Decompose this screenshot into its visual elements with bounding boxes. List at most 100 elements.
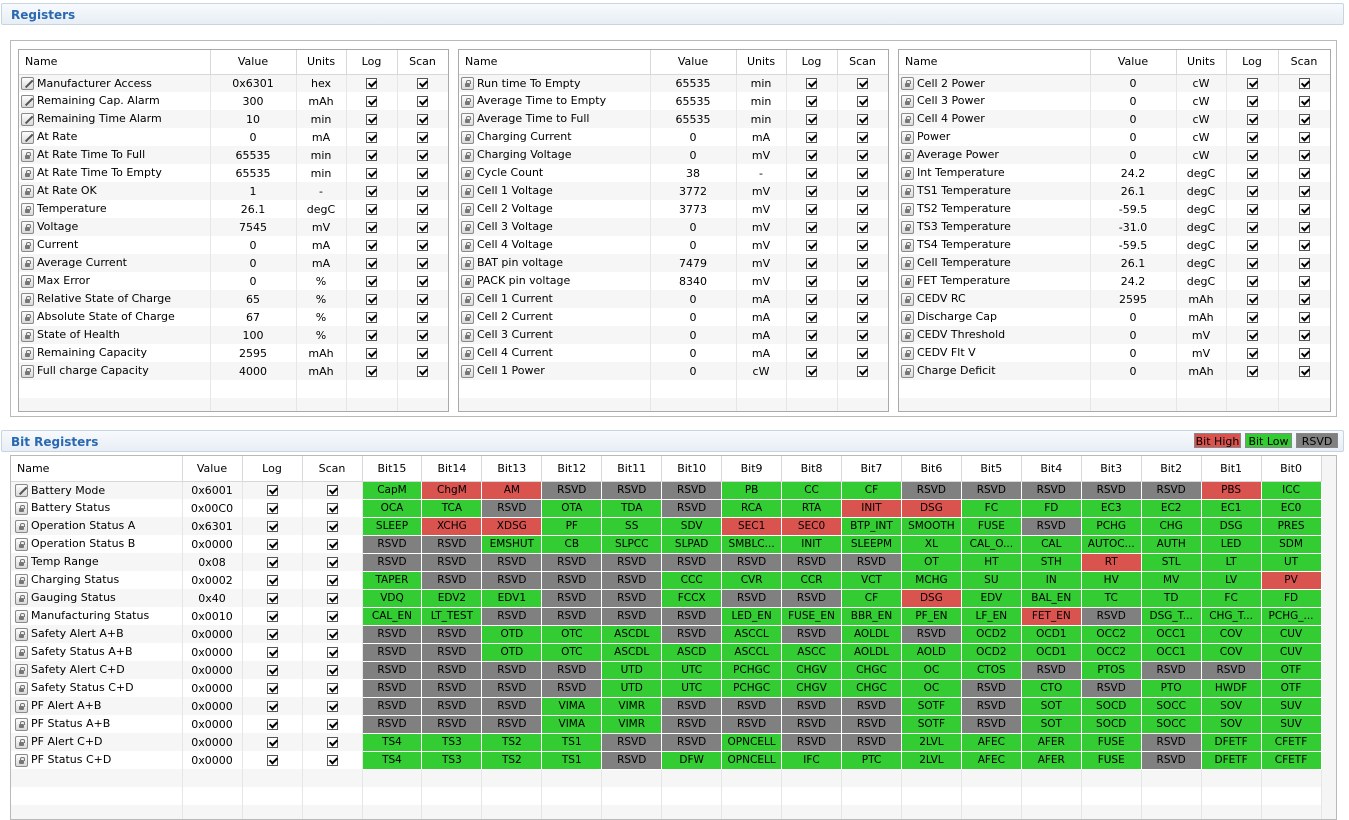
scan-checkbox[interactable]	[417, 222, 428, 233]
log-checkbox[interactable]	[366, 96, 377, 107]
log-checkbox[interactable]	[266, 647, 278, 658]
scan-checkbox[interactable]	[326, 557, 338, 568]
log-checkbox[interactable]	[266, 557, 278, 568]
scan-checkbox[interactable]	[1298, 186, 1310, 197]
log-checkbox[interactable]	[1246, 348, 1258, 359]
log-checkbox[interactable]	[1246, 78, 1258, 90]
scan-checkbox[interactable]	[326, 593, 338, 604]
scan-checkbox[interactable]	[1298, 150, 1310, 161]
scan-checkbox[interactable]	[857, 168, 868, 179]
scan-checkbox[interactable]	[326, 611, 338, 622]
scan-checkbox[interactable]	[1298, 294, 1310, 305]
scan-checkbox[interactable]	[857, 258, 868, 269]
log-checkbox[interactable]	[366, 186, 377, 197]
log-checkbox[interactable]	[806, 78, 817, 90]
log-checkbox[interactable]	[1246, 204, 1258, 215]
scan-checkbox[interactable]	[1298, 276, 1310, 287]
log-checkbox[interactable]	[266, 611, 278, 622]
col-log[interactable]: Log	[1226, 50, 1279, 75]
scan-checkbox[interactable]	[326, 701, 338, 712]
scan-checkbox[interactable]	[857, 330, 868, 341]
col-value[interactable]: Value	[182, 456, 243, 482]
scan-checkbox[interactable]	[1298, 114, 1310, 125]
scan-checkbox[interactable]	[857, 186, 868, 197]
log-checkbox[interactable]	[1246, 276, 1258, 287]
col-name[interactable]: Name	[19, 50, 211, 75]
scan-checkbox[interactable]	[857, 366, 868, 377]
edit-icon[interactable]	[21, 94, 34, 108]
scan-checkbox[interactable]	[1298, 240, 1310, 251]
scan-checkbox[interactable]	[417, 96, 428, 107]
log-checkbox[interactable]	[266, 629, 278, 640]
scan-checkbox[interactable]	[1298, 96, 1310, 107]
log-checkbox[interactable]	[806, 204, 817, 215]
log-checkbox[interactable]	[366, 150, 377, 161]
scan-checkbox[interactable]	[417, 168, 428, 179]
log-checkbox[interactable]	[1246, 150, 1258, 161]
log-checkbox[interactable]	[806, 366, 817, 377]
edit-icon[interactable]	[21, 130, 34, 144]
scan-checkbox[interactable]	[857, 222, 868, 233]
log-checkbox[interactable]	[1246, 366, 1258, 377]
scan-checkbox[interactable]	[1298, 348, 1310, 359]
scan-checkbox[interactable]	[326, 647, 338, 658]
log-checkbox[interactable]	[366, 222, 377, 233]
scan-checkbox[interactable]	[417, 276, 428, 287]
log-checkbox[interactable]	[266, 485, 278, 497]
scan-checkbox[interactable]	[1298, 78, 1310, 90]
col-log[interactable]: Log	[786, 50, 838, 75]
col-name[interactable]: Name	[899, 50, 1091, 75]
scan-checkbox[interactable]	[857, 276, 868, 287]
log-checkbox[interactable]	[806, 150, 817, 161]
col-name[interactable]: Name	[459, 50, 651, 75]
col-value[interactable]: Value	[1090, 50, 1177, 75]
scan-checkbox[interactable]	[417, 114, 428, 125]
log-checkbox[interactable]	[806, 312, 817, 323]
scan-checkbox[interactable]	[326, 575, 338, 586]
scan-checkbox[interactable]	[326, 755, 338, 766]
scan-checkbox[interactable]	[1298, 330, 1310, 341]
scan-checkbox[interactable]	[417, 132, 428, 143]
log-checkbox[interactable]	[806, 294, 817, 305]
log-checkbox[interactable]	[806, 132, 817, 143]
col-units[interactable]: Units	[736, 50, 787, 75]
col-units[interactable]: Units	[296, 50, 347, 75]
log-checkbox[interactable]	[366, 312, 377, 323]
log-checkbox[interactable]	[266, 665, 278, 676]
log-checkbox[interactable]	[1246, 96, 1258, 107]
scan-checkbox[interactable]	[857, 348, 868, 359]
log-checkbox[interactable]	[1246, 312, 1258, 323]
scan-checkbox[interactable]	[1298, 168, 1310, 179]
scan-checkbox[interactable]	[417, 348, 428, 359]
scan-checkbox[interactable]	[326, 539, 338, 550]
scan-checkbox[interactable]	[857, 150, 868, 161]
log-checkbox[interactable]	[266, 737, 278, 748]
log-checkbox[interactable]	[366, 204, 377, 215]
scan-checkbox[interactable]	[326, 485, 338, 497]
scan-checkbox[interactable]	[1298, 258, 1310, 269]
scan-checkbox[interactable]	[417, 150, 428, 161]
col-scan[interactable]: Scan	[302, 456, 363, 482]
log-checkbox[interactable]	[1246, 258, 1258, 269]
col-log[interactable]: Log	[346, 50, 398, 75]
log-checkbox[interactable]	[806, 222, 817, 233]
scan-checkbox[interactable]	[417, 330, 428, 341]
log-checkbox[interactable]	[266, 593, 278, 604]
scan-checkbox[interactable]	[326, 503, 338, 514]
scan-checkbox[interactable]	[326, 629, 338, 640]
scan-checkbox[interactable]	[417, 186, 428, 197]
edit-icon[interactable]	[15, 484, 28, 497]
scan-checkbox[interactable]	[857, 240, 868, 251]
log-checkbox[interactable]	[806, 168, 817, 179]
scan-checkbox[interactable]	[857, 78, 868, 90]
edit-icon[interactable]	[21, 77, 34, 90]
log-checkbox[interactable]	[266, 503, 278, 514]
edit-icon[interactable]	[21, 112, 34, 126]
scan-checkbox[interactable]	[326, 737, 338, 748]
log-checkbox[interactable]	[806, 258, 817, 269]
scan-checkbox[interactable]	[857, 114, 868, 125]
log-checkbox[interactable]	[806, 96, 817, 107]
scan-checkbox[interactable]	[326, 683, 338, 694]
log-checkbox[interactable]	[266, 521, 278, 532]
col-units[interactable]: Units	[1176, 50, 1227, 75]
